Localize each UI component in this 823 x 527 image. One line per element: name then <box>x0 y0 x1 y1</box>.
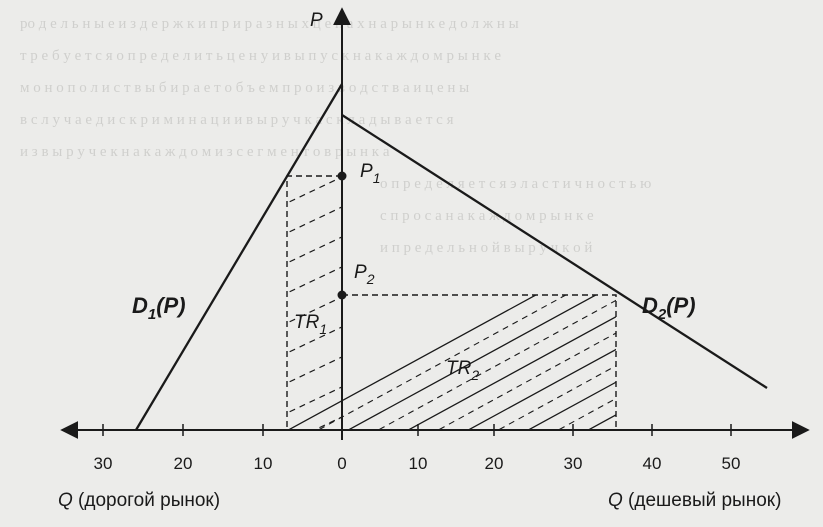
d1-label: D1(P) <box>132 293 186 323</box>
svg-text:м о н о п о л и с т в ы б и: м о н о п о л и с т в ы б и р а е т о б … <box>20 80 469 96</box>
p2-label: P2 <box>354 262 375 287</box>
svg-text:и з в ы р у ч е к н а к: и з в ы р у ч е к н а к а ж д о м и з с … <box>20 144 390 160</box>
d2-demand-line <box>341 114 768 389</box>
tr2-hatch-dashed <box>317 295 616 430</box>
tick-right-30: 30 <box>564 454 583 473</box>
p2-point <box>337 290 347 300</box>
right-axis-caption: Q (дешевый рынок) <box>608 490 781 511</box>
left-caption-text: (дорогой рынок) <box>73 490 220 511</box>
tick-left-20: 20 <box>174 454 193 473</box>
tr2-hatch <box>287 295 616 430</box>
svg-text:ро д е л ь н ы е и з д е р ж: ро д е л ь н ы е и з д е р ж к и п р и р… <box>20 16 519 32</box>
tick-left-10: 10 <box>254 454 273 473</box>
svg-text:и п р е д е л ь н о й в ы: и п р е д е л ь н о й в ы р у ч к о й <box>380 240 592 256</box>
svg-text:т р е б у е т с я о п р е д: т р е б у е т с я о п р е д е л и т ь ц … <box>20 48 501 64</box>
tick-right-40: 40 <box>643 454 662 473</box>
right-caption-text: (дешевый рынок) <box>623 490 782 511</box>
svg-text:с п р о с а н а к а ж д о: с п р о с а н а к а ж д о м р ы н к е <box>380 208 594 224</box>
p-axis-label: P <box>310 10 323 31</box>
tick-right-50: 50 <box>722 454 741 473</box>
svg-text:в с л у ч а е д и с к р и: в с л у ч а е д и с к р и м и н а ц и и … <box>20 112 454 128</box>
svg-text:о п р е д е л я е т с я э л: о п р е д е л я е т с я э л а с т и ч н … <box>380 176 651 192</box>
right-caption-var: Q <box>608 490 623 511</box>
tr2-label: TR2 <box>446 358 479 383</box>
tick-right-10: 10 <box>409 454 428 473</box>
d1-demand-line <box>135 83 343 431</box>
tr1-label: TR1 <box>294 312 327 337</box>
tick-left-30: 30 <box>94 454 113 473</box>
left-axis-caption: Q (дорогой рынок) <box>58 490 220 511</box>
left-caption-var: Q <box>58 490 73 511</box>
axis-ticks <box>102 424 732 436</box>
tick-right-20: 20 <box>485 454 504 473</box>
ticks-left: 30 20 10 <box>94 454 273 473</box>
p1-label: P1 <box>360 161 380 186</box>
tick-zero: 0 <box>337 454 346 473</box>
background-text: ро д е л ь н ы е и з д е р ж к и п р и р… <box>20 16 651 256</box>
ticks-right: 0 10 20 30 40 50 <box>337 454 740 473</box>
p1-point <box>337 171 347 181</box>
d2-label: D2(P) <box>642 293 696 323</box>
